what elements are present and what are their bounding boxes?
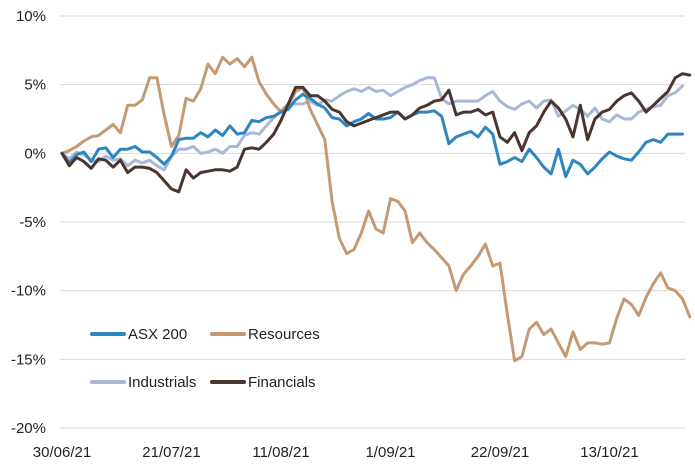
- legend-label-asx-200: ASX 200: [128, 326, 187, 343]
- y-tick-label: 0%: [24, 145, 46, 162]
- x-tick-label: 13/10/21: [580, 444, 638, 461]
- legend-label-financials: Financials: [248, 374, 316, 391]
- x-tick-label: 22/09/21: [471, 444, 529, 461]
- series-line-resources: [60, 55, 692, 363]
- series-lines: [60, 55, 692, 363]
- y-tick-label: -5%: [19, 214, 46, 231]
- x-tick-label: 21/07/21: [142, 444, 200, 461]
- legend-label-resources: Resources: [248, 326, 320, 343]
- x-tick-label: 1/09/21: [365, 444, 415, 461]
- y-tick-label: -15%: [11, 351, 46, 368]
- legend: ASX 200 Resources Industrials Financials: [90, 326, 320, 391]
- x-tick-label: 30/06/21: [33, 444, 91, 461]
- y-tick-label: -10%: [11, 283, 46, 300]
- grid-lines: [60, 15, 685, 429]
- y-tick-label: -20%: [11, 420, 46, 437]
- legend-label-industrials: Industrials: [128, 374, 196, 391]
- x-axis-tick-labels: 30/06/21 21/07/21 11/08/21 1/09/21 22/09/21 1…: [33, 444, 639, 461]
- series-line-financials: [60, 72, 692, 194]
- y-tick-label: 10%: [16, 8, 46, 25]
- y-tick-label: 5%: [24, 77, 46, 94]
- y-axis-tick-labels: 10% 5% 0% -5% -10% -15% -20%: [11, 8, 46, 437]
- x-tick-label: 11/08/21: [252, 444, 309, 461]
- series-line-asx-200: [60, 92, 684, 179]
